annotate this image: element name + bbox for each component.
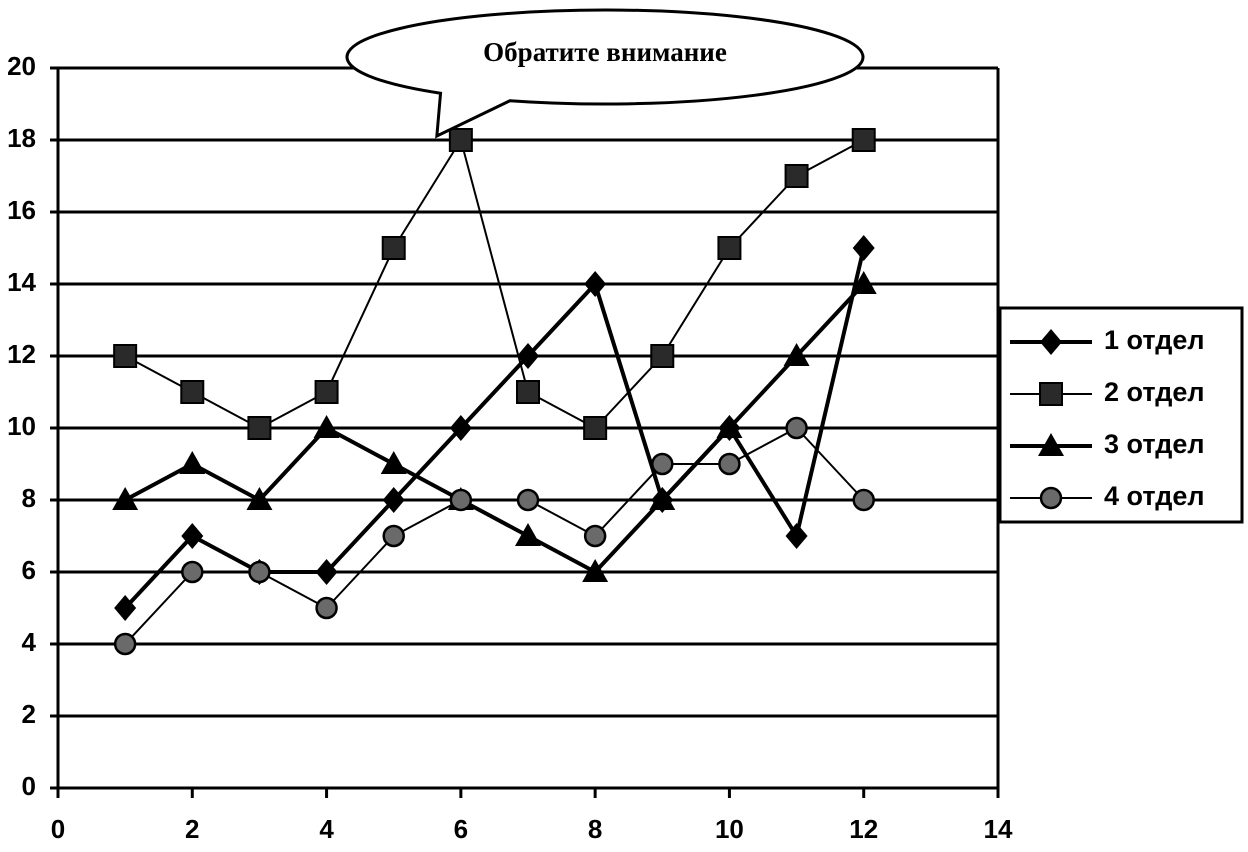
- series-4-point-8: [583, 524, 607, 548]
- series-1-point-8: [584, 271, 607, 297]
- callout-text: Обратите внимание: [483, 37, 727, 67]
- y-tick-label-2: 2: [22, 699, 36, 729]
- series-4-point-5: [382, 524, 405, 548]
- x-tick-label-10: 10: [715, 814, 744, 844]
- y-axis-ticks: 0 2 4 6 8 10 12 14 16 18 20: [7, 51, 58, 801]
- series-4-point-9: [651, 452, 674, 476]
- series-2-point-9: [650, 344, 675, 368]
- series-1-point-12: [852, 235, 875, 261]
- series-1-point-2: [181, 523, 204, 549]
- series-4-point-11: [785, 416, 808, 440]
- series-4-point-7: [516, 488, 540, 512]
- y-tick-label-12: 12: [7, 339, 36, 369]
- series-4-point-2: [181, 560, 204, 584]
- legend-label-3: 3 отдел: [1104, 429, 1205, 459]
- x-tick-label-14: 14: [984, 814, 1013, 844]
- series-4-point-10: [718, 452, 741, 476]
- legend-label-1: 1 отдел: [1104, 325, 1205, 355]
- series-1-point-1: [114, 595, 137, 621]
- y-tick-label-6: 6: [22, 555, 36, 585]
- legend-marker-1: [1040, 329, 1062, 355]
- y-tick-label-14: 14: [7, 267, 36, 297]
- series-2: [113, 128, 876, 440]
- callout: Обратите внимание: [345, 8, 865, 139]
- legend-marker-3: [1038, 433, 1064, 456]
- series-2-point-6: [448, 128, 473, 152]
- legend-label-4: 4 отдел: [1104, 481, 1205, 511]
- series-3: [112, 271, 877, 582]
- series-2-point-12: [851, 128, 876, 152]
- y-tick-label-0: 0: [22, 771, 36, 801]
- x-tick-label-6: 6: [454, 814, 468, 844]
- x-tick-label-2: 2: [185, 814, 199, 844]
- series-3-point-7: [515, 523, 541, 546]
- series-2-point-5: [381, 236, 406, 260]
- series-3-point-10: [716, 415, 743, 438]
- series-3-point-11: [783, 343, 810, 366]
- series-2-point-3: [247, 416, 272, 440]
- y-tick-label-4: 4: [22, 627, 37, 657]
- legend-item-3: 3 отдел: [1010, 429, 1205, 459]
- series-3-point-3: [246, 487, 273, 510]
- series-1-point-11: [785, 523, 808, 549]
- series-2-point-10: [717, 236, 742, 260]
- series-3-point-9: [649, 487, 676, 510]
- series-2-point-7: [516, 380, 540, 404]
- series-layer: [112, 128, 877, 656]
- series-3-point-2: [179, 451, 206, 474]
- x-tick-label-4: 4: [319, 814, 334, 844]
- series-4-point-3: [248, 560, 271, 584]
- series-3-point-1: [112, 487, 139, 510]
- y-tick-label-18: 18: [7, 123, 36, 153]
- legend-marker-2: [1039, 382, 1063, 406]
- series-2-point-8: [583, 416, 608, 440]
- x-axis-ticks: 0 2 4 6 8 10 12 14: [51, 788, 1013, 844]
- series-3-point-5: [380, 451, 407, 474]
- legend-label-2: 2 отдел: [1104, 377, 1205, 407]
- legend-item-4: 4 отдел: [1010, 481, 1205, 511]
- callout-bubble: [345, 8, 865, 139]
- series-4-point-12: [852, 488, 875, 512]
- series-1-point-6: [449, 415, 472, 441]
- legend-item-1: 1 отдел: [1010, 325, 1205, 355]
- legend: 1 отдел 2 отдел 3 отдел 4 отдел: [998, 306, 1244, 524]
- series-1-point-7: [517, 343, 539, 369]
- series-4: [113, 416, 875, 656]
- series-4-point-6: [449, 488, 473, 512]
- series-line-3: [124, 282, 866, 574]
- series-3-point-4: [313, 415, 340, 438]
- series-1-point-5: [382, 487, 405, 513]
- x-tick-label-0: 0: [51, 814, 65, 844]
- legend-marker-4: [1039, 486, 1063, 510]
- series-3-point-12: [850, 271, 877, 294]
- series-line-1: [123, 247, 866, 610]
- series-4-point-1: [113, 632, 137, 656]
- legend-item-2: 2 отдел: [1010, 377, 1205, 407]
- series-4-point-4: [315, 596, 338, 620]
- series-2-point-2: [180, 380, 205, 404]
- y-tick-label-10: 10: [7, 411, 36, 441]
- y-tick-label-20: 20: [7, 51, 36, 81]
- y-tick-label-8: 8: [22, 483, 36, 513]
- series-2-point-11: [784, 164, 809, 188]
- series-2-point-1: [113, 344, 138, 368]
- series-2-point-4: [314, 380, 339, 404]
- series-line-4: [124, 427, 865, 645]
- series-3-point-8: [582, 559, 609, 582]
- x-tick-label-8: 8: [588, 814, 602, 844]
- x-tick-label-12: 12: [849, 814, 878, 844]
- y-tick-label-16: 16: [7, 195, 36, 225]
- series-1-point-4: [315, 559, 338, 585]
